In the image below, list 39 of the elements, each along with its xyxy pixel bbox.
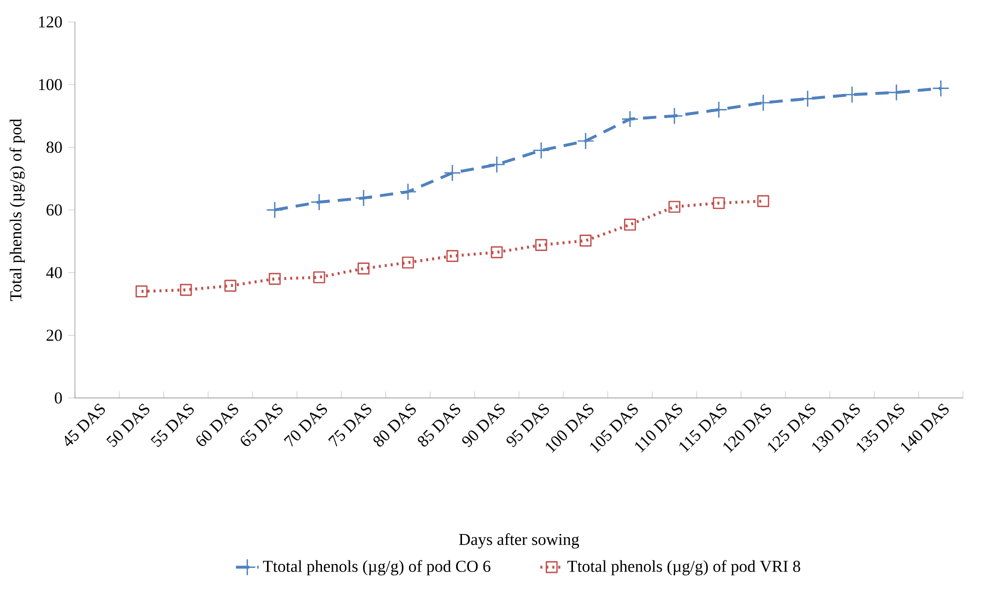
point — [532, 142, 550, 160]
point — [932, 80, 950, 98]
legend-label: Ttotal phenols (µg/g) of pod VRI 8 — [567, 560, 800, 576]
point — [136, 286, 148, 298]
point — [624, 218, 636, 231]
y-tick-label: 40 — [46, 267, 62, 278]
point — [268, 273, 281, 285]
point — [402, 256, 414, 269]
point — [313, 271, 326, 284]
point — [399, 183, 417, 201]
point — [354, 190, 372, 207]
point — [621, 110, 639, 128]
y-tick-label: 60 — [46, 204, 62, 216]
point — [535, 239, 548, 252]
point — [576, 132, 594, 150]
y-tick-label: 0 — [54, 392, 62, 404]
point — [754, 94, 772, 112]
point — [266, 201, 284, 219]
y-tick-label: 80 — [46, 142, 62, 153]
point — [446, 250, 458, 262]
y-tick-label: 20 — [46, 330, 62, 341]
point — [668, 200, 680, 213]
y-tick-label: 120 — [39, 16, 62, 28]
point — [180, 284, 192, 296]
point — [488, 156, 506, 174]
point — [888, 84, 906, 102]
point — [490, 246, 503, 258]
point — [712, 197, 725, 210]
x-axis-title: Days after sowing — [459, 533, 580, 549]
point — [444, 164, 462, 182]
point — [310, 194, 328, 211]
legend-label: Ttotal phenols (µg/g) of pod CO 6 — [263, 560, 490, 576]
point — [757, 195, 770, 208]
point — [710, 101, 728, 118]
y-tick-label: 100 — [39, 79, 62, 90]
point — [224, 280, 236, 292]
y-axis-title: Total phenols (µg/g) of pod — [10, 118, 25, 302]
point — [580, 234, 592, 247]
point — [358, 262, 370, 275]
